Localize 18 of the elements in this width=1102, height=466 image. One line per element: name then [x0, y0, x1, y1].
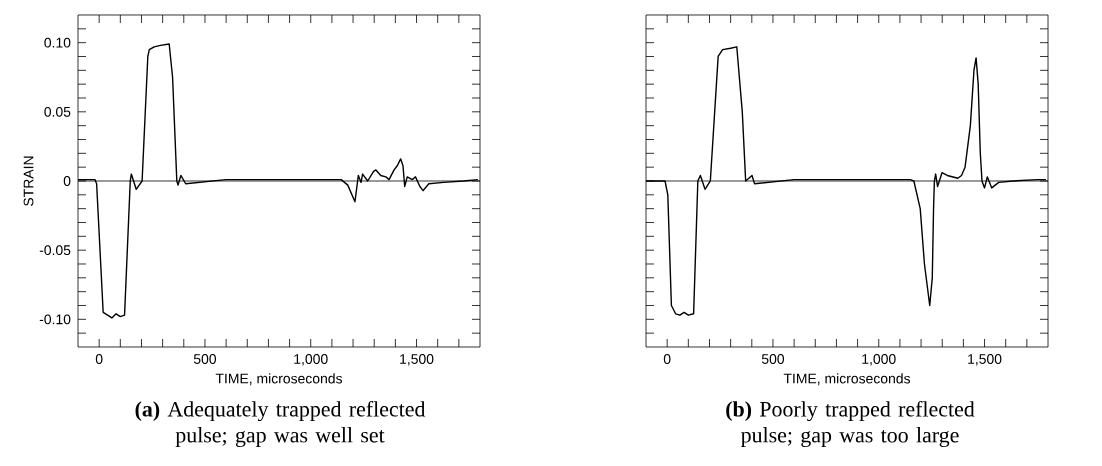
- y-tick-label: 0.05: [44, 106, 71, 117]
- y-tick-label: -0.10: [39, 314, 71, 325]
- y-tick-label: -0.05: [39, 245, 71, 256]
- x-tick-label: 1,000: [294, 354, 328, 366]
- text: (b) Poorly trapped reflected pulse; gap was too large: [726, 400, 975, 448]
- x-axis-title: TIME, microseconds: [783, 373, 911, 386]
- y-tick-label: 0: [63, 176, 71, 186]
- y-axis-title: STRAIN: [23, 156, 34, 206]
- x-tick-label: 0: [663, 354, 671, 364]
- text: (a) Adequately trapped reflected pulse; gap was well set: [135, 400, 426, 448]
- x-tick-label: 0: [95, 354, 103, 364]
- x-tick-label: 500: [761, 354, 785, 364]
- x-axis-title: TIME, microseconds: [215, 373, 343, 386]
- x-tick-label: 1,500: [400, 354, 434, 366]
- x-tick-label: 1,500: [968, 354, 1002, 366]
- x-tick-label: 500: [193, 354, 217, 364]
- x-tick-label: 1,000: [862, 354, 896, 366]
- y-tick-label: 0.10: [44, 37, 71, 48]
